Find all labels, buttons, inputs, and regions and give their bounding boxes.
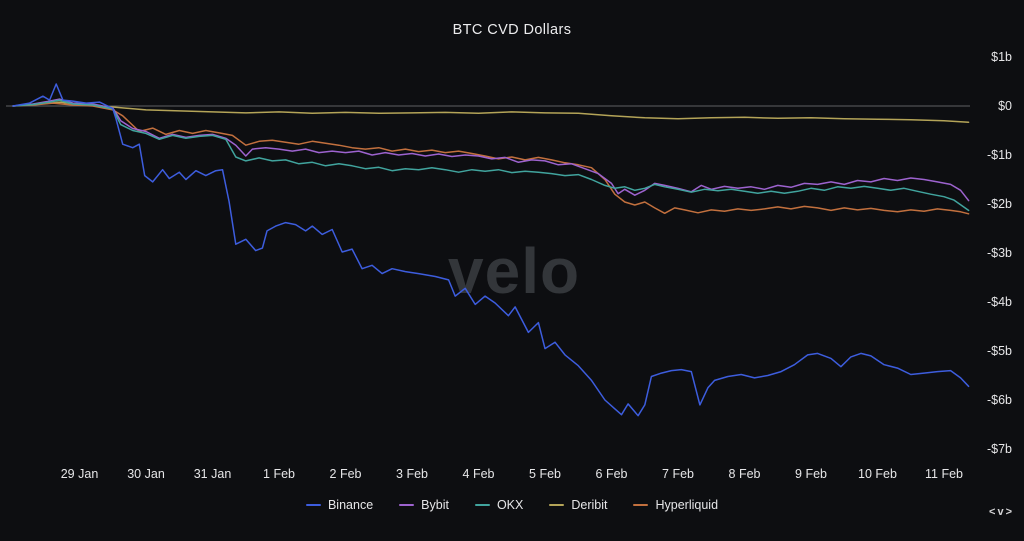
legend-item-hyperliquid[interactable]: Hyperliquid bbox=[633, 498, 718, 512]
legend-label: Bybit bbox=[421, 498, 449, 512]
y-axis-tick: -$3b bbox=[986, 246, 1012, 260]
velo-logo-mark: <v> bbox=[989, 506, 1014, 518]
legend-dash-icon bbox=[399, 504, 415, 506]
x-axis-tick: 2 Feb bbox=[329, 467, 362, 481]
y-axis-tick: -$6b bbox=[986, 393, 1012, 407]
x-axis-tick: 10 Feb bbox=[858, 467, 897, 481]
y-axis-tick: -$4b bbox=[986, 295, 1012, 309]
legend-label: OKX bbox=[496, 498, 524, 512]
x-axis-tick: 6 Feb bbox=[595, 467, 628, 481]
legend-item-deribit[interactable]: Deribit bbox=[549, 498, 607, 512]
series-line-bybit bbox=[12, 98, 970, 202]
legend-item-bybit[interactable]: Bybit bbox=[399, 498, 449, 512]
series-line-binance bbox=[12, 83, 970, 417]
legend-item-binance[interactable]: Binance bbox=[305, 498, 374, 512]
x-axis-tick: 8 Feb bbox=[728, 467, 761, 481]
x-axis-tick: 1 Feb bbox=[263, 467, 295, 481]
legend-dash-icon bbox=[549, 504, 565, 506]
legend-dash-icon bbox=[305, 504, 321, 506]
x-axis-tick: 29 Jan bbox=[60, 467, 99, 481]
y-axis-tick: -$1b bbox=[986, 148, 1012, 162]
series-line-okx bbox=[12, 99, 970, 212]
y-axis-tick: -$5b bbox=[986, 344, 1012, 358]
y-axis-tick: $1b bbox=[991, 50, 1012, 64]
x-axis-tick: 31 Jan bbox=[193, 467, 232, 481]
x-axis-tick: 4 Feb bbox=[462, 467, 495, 481]
legend-label: Hyperliquid bbox=[655, 498, 719, 512]
x-axis-tick: 3 Feb bbox=[396, 467, 428, 481]
x-axis-tick: 11 Feb bbox=[925, 467, 963, 481]
y-axis-tick: -$2b bbox=[986, 197, 1012, 211]
legend-dash-icon bbox=[474, 504, 490, 506]
legend-label: Binance bbox=[327, 498, 374, 512]
series-line-deribit bbox=[12, 101, 970, 123]
series-line-hyperliquid bbox=[12, 102, 970, 215]
legend: Binance Bybit OKX Deribit Hyperliquid bbox=[0, 498, 1024, 512]
x-axis-tick: 30 Jan bbox=[127, 467, 165, 481]
legend-label: Deribit bbox=[571, 498, 608, 512]
x-axis-tick: 5 Feb bbox=[529, 467, 561, 481]
legend-item-okx[interactable]: OKX bbox=[474, 498, 524, 512]
y-axis-tick: -$7b bbox=[986, 442, 1012, 456]
legend-dash-icon bbox=[633, 504, 649, 506]
x-axis-tick: 7 Feb bbox=[662, 467, 694, 481]
x-axis-tick: 9 Feb bbox=[795, 467, 827, 481]
chart-title: BTC CVD Dollars bbox=[452, 22, 572, 38]
y-axis-tick: $0 bbox=[998, 99, 1012, 113]
